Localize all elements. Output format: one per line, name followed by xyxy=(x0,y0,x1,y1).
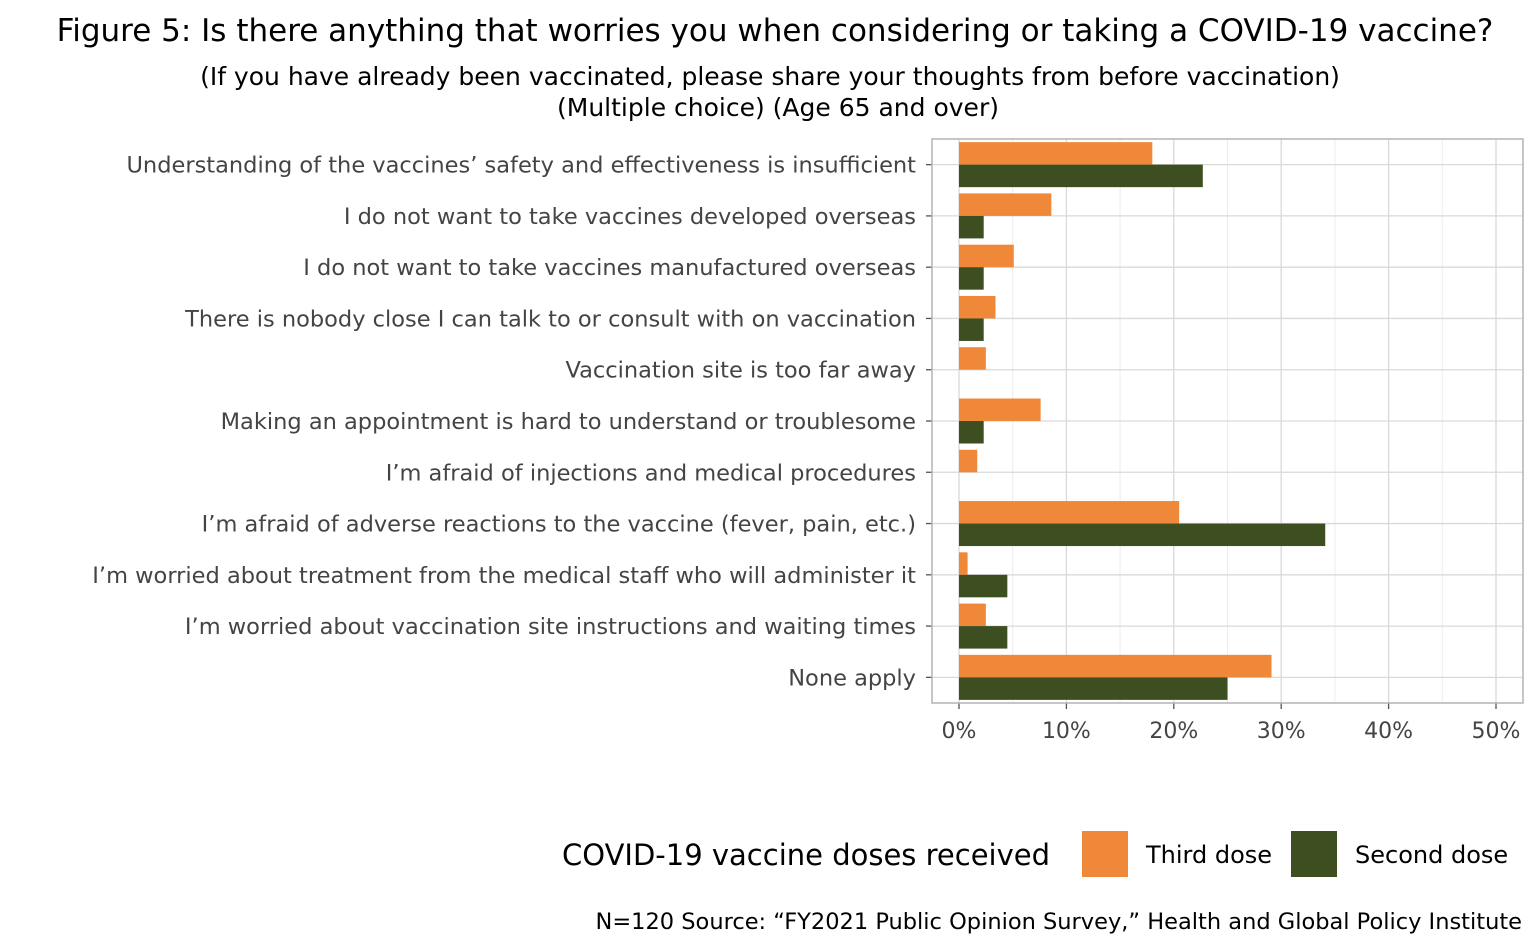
category-label: Making an appointment is hard to underst… xyxy=(221,409,916,435)
legend-label-second-dose: Second dose xyxy=(1355,841,1508,869)
bar-second-dose xyxy=(959,523,1326,547)
legend-swatch-second-dose xyxy=(1291,831,1337,877)
x-tick-label: 40% xyxy=(1364,719,1413,744)
x-tick-label: 10% xyxy=(1042,719,1091,744)
bar-third-dose xyxy=(959,347,986,370)
category-label: I’m worried about treatment from the med… xyxy=(92,563,916,589)
bar-second-dose xyxy=(959,164,1203,188)
bar-second-dose xyxy=(959,574,1008,598)
category-label: Vaccination site is too far away xyxy=(565,358,916,384)
plot-border xyxy=(931,138,1524,704)
chart-title: Figure 5: Is there anything that worries… xyxy=(57,13,1494,49)
chart-subtitle-1: (If you have already been vaccinated, pl… xyxy=(200,62,1340,91)
chart-caption: N=120 Source: “FY2021 Public Opinion Sur… xyxy=(595,909,1522,935)
bar-third-dose xyxy=(959,193,1052,216)
x-tick-label: 30% xyxy=(1257,719,1306,744)
bar-third-dose xyxy=(959,552,968,575)
bar-second-dose xyxy=(959,677,1228,700)
bar-third-dose xyxy=(959,398,1041,421)
bar-second-dose xyxy=(959,421,984,444)
bar-second-dose xyxy=(959,267,984,290)
legend: COVID-19 vaccine doses received Third do… xyxy=(562,831,1508,877)
category-label: There is nobody close I can talk to or c… xyxy=(184,306,916,332)
x-tick-label: 50% xyxy=(1472,719,1521,744)
bar-third-dose xyxy=(959,244,1014,268)
legend-title: COVID-19 vaccine doses received xyxy=(562,838,1050,872)
chart-subtitle-2: (Multiple choice) (Age 65 and over) xyxy=(557,93,999,122)
bar-third-dose xyxy=(959,603,986,627)
category-label: None apply xyxy=(788,665,916,691)
category-label: I’m afraid of adverse reactions to the v… xyxy=(202,512,916,538)
x-tick-label: 20% xyxy=(1149,719,1198,744)
bar-third-dose xyxy=(959,295,996,319)
category-label: I’m afraid of injections and medical pro… xyxy=(386,460,916,486)
category-label: I do not want to take vaccines developed… xyxy=(344,204,916,230)
plot-area: 0% 10% 20% 30% 40% 50% Understanding of the va… xyxy=(92,138,1524,744)
x-tick-label: 0% xyxy=(942,719,977,744)
legend-label-third-dose: Third dose xyxy=(1145,841,1272,869)
category-label: I’m worried about vaccination site instr… xyxy=(185,614,916,640)
category-label: I do not want to take vaccines manufactu… xyxy=(303,255,916,281)
legend-swatch-third-dose xyxy=(1082,831,1128,877)
bar-second-dose xyxy=(959,626,1008,649)
bar-third-dose xyxy=(959,654,1272,678)
bar-third-dose xyxy=(959,142,1153,165)
bar-second-dose xyxy=(959,215,984,239)
bar-third-dose xyxy=(959,449,978,473)
bar-third-dose xyxy=(959,501,1180,524)
category-label: Understanding of the vaccines’ safety an… xyxy=(126,153,916,179)
bar-second-dose xyxy=(959,318,984,341)
